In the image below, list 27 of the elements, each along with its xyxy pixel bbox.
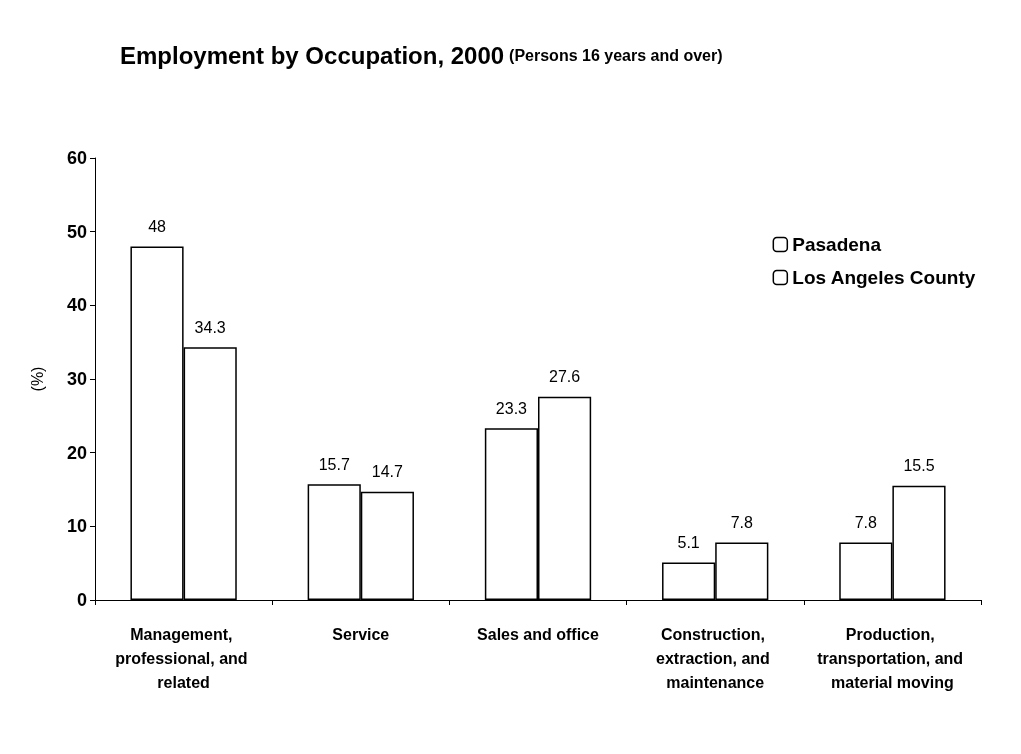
x-tick-label: Management, professional, and related: [115, 625, 253, 691]
data-label: 7.8: [854, 514, 878, 532]
data-label: 7.8: [730, 514, 753, 532]
chart-title: Employment by Occupation, 2000: [120, 41, 505, 69]
data-label: 5.1: [677, 533, 700, 551]
data-label: 15.5: [903, 457, 935, 475]
data-label: 27.6: [549, 368, 581, 386]
legend-label: Los Angeles County: [792, 267, 976, 288]
data-label: 23.3: [495, 399, 528, 417]
chart-subtitle: (Persons 16 years and over): [509, 46, 723, 64]
y-tick-label: 60: [66, 148, 87, 168]
data-label: 14.7: [371, 463, 404, 481]
data-label: 48: [148, 217, 167, 235]
y-tick-label: 0: [76, 590, 87, 610]
y-axis-title: (%): [28, 366, 46, 392]
data-label: 15.7: [318, 455, 350, 473]
x-tick-label: Construction, extraction, and maintenance: [656, 625, 775, 691]
data-label: 34.3: [194, 318, 226, 336]
y-tick-label: 40: [66, 295, 87, 316]
x-tick-label: Production, transportation, and material moving: [817, 625, 968, 691]
x-tick-label: Service: [332, 625, 390, 643]
y-tick-label: 30: [66, 369, 87, 389]
legend-label: Pasadena: [792, 234, 882, 255]
y-tick-label: 50: [66, 221, 87, 242]
y-tick-label: 20: [66, 442, 87, 463]
x-tick-label: Sales and office: [477, 625, 600, 643]
y-tick-label: 10: [66, 516, 87, 537]
